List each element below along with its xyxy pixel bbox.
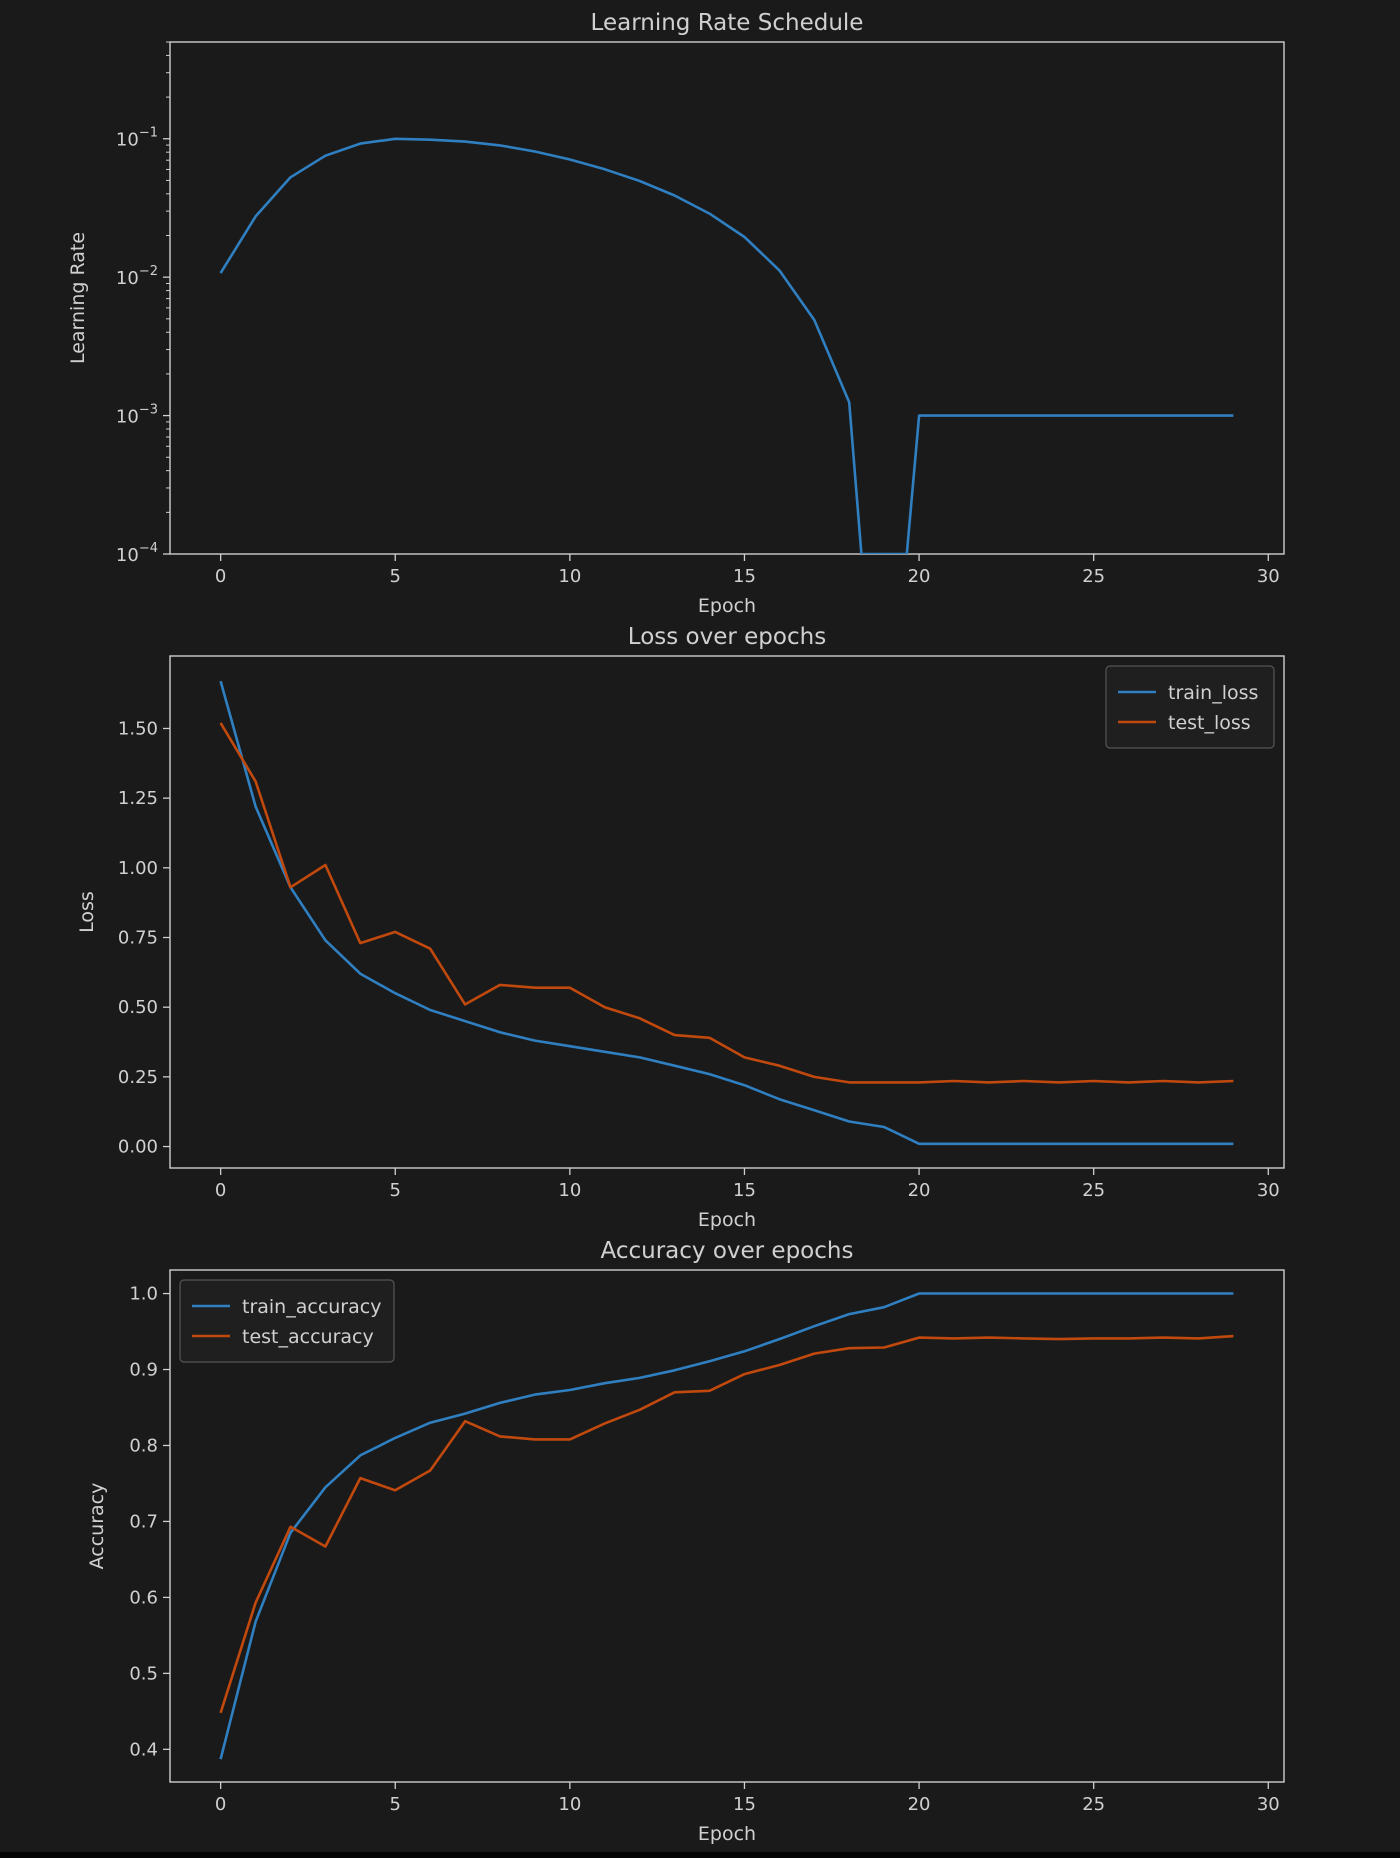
x-tick-label: 30 [1257,566,1280,587]
axes-frame [169,1269,1285,1783]
series-line-train-loss [219,680,1234,1146]
legend: train_loss test_loss [1105,665,1275,749]
legend-label: test_accuracy [242,1326,374,1348]
series-line-test-accuracy [219,1334,1234,1714]
legend-label: train_accuracy [242,1296,381,1318]
y-tick-label: 1.0 [129,1284,158,1305]
y-tick-label: 1.25 [118,788,158,809]
chart-title: Accuracy over epochs [601,1238,854,1264]
y-axis-label: Accuracy [86,1483,108,1570]
x-tick-label: 25 [1082,1794,1105,1815]
y-tick-label: 0.50 [118,997,158,1018]
y-tick-label: 0.7 [129,1511,158,1532]
series-line-test-loss [219,722,1234,1084]
window-bottom-edge [0,1852,1400,1858]
y-tick-label-exponent: −4 [139,541,158,556]
series-line-learning-rate [219,137,1234,554]
x-tick-label: 10 [558,1180,581,1201]
x-tick-label: 20 [908,1794,931,1815]
x-tick-label: 15 [733,566,756,587]
y-tick-label: 10−2 [116,264,158,289]
y-tick-label: 0.75 [118,928,158,949]
y-tick-label-base: 10 [116,545,139,566]
y-tick-label: 0.00 [118,1137,158,1158]
x-tick-label: 30 [1257,1794,1280,1815]
y-tick-label: 0.4 [129,1739,158,1760]
x-tick-label: 15 [733,1180,756,1201]
y-tick-label: 10−4 [116,541,158,566]
series-line-train-accuracy [219,1292,1234,1760]
x-axis-label: Epoch [698,1823,756,1845]
y-tick-label-exponent: −1 [139,126,158,141]
y-tick-label: 1.50 [118,718,158,739]
x-tick-label: 0 [215,1180,226,1201]
x-tick-label: 25 [1082,1180,1105,1201]
y-tick-label: 0.25 [118,1067,158,1088]
x-tick-label: 5 [390,1794,401,1815]
legend-label: test_loss [1168,712,1251,734]
legend: train_accuracy test_accuracy [179,1279,395,1363]
chart-title: Learning Rate Schedule [591,10,864,36]
y-axis-label: Learning Rate [67,232,89,364]
x-tick-label: 0 [215,566,226,587]
x-tick-label: 25 [1082,566,1105,587]
legend-box [1105,665,1275,749]
x-axis-label: Epoch [698,595,756,617]
y-tick-label: 1.00 [118,858,158,879]
x-tick-label: 0 [215,1794,226,1815]
y-tick-label: 0.8 [129,1435,158,1456]
y-tick-label: 0.9 [129,1360,158,1381]
x-axis-label: Epoch [698,1209,756,1231]
y-tick-label: 10−3 [116,403,158,428]
chart-panel-2: Loss over epochs Epoch Loss 0 5 10 15 20 25 30 0.0… [76,624,1285,1231]
y-tick-label-base: 10 [116,268,139,289]
x-tick-label: 30 [1257,1180,1280,1201]
axes-frame [169,41,1285,555]
y-tick-label: 0.5 [129,1663,158,1684]
axes-frame [169,655,1285,1169]
y-axis-label: Loss [76,891,98,933]
y-tick-label-exponent: −2 [139,264,158,279]
x-tick-label: 5 [390,566,401,587]
x-tick-label: 5 [390,1180,401,1201]
x-tick-label: 15 [733,1794,756,1815]
chart-panel-3: Accuracy over epochs Epoch Accuracy 0 5 10 15 2… [86,1238,1285,1845]
y-tick-label-exponent: −3 [139,403,158,418]
x-tick-label: 10 [558,1794,581,1815]
x-tick-label: 10 [558,566,581,587]
y-tick-label-base: 10 [116,407,139,428]
y-tick-label: 10−1 [116,126,158,151]
x-tick-label: 20 [908,566,931,587]
chart-panel-1: Learning Rate Schedule Epoch Learning Rate… [67,10,1285,617]
y-tick-label-base: 10 [116,130,139,151]
x-tick-label: 20 [908,1180,931,1201]
legend-box [179,1279,395,1363]
chart-title: Loss over epochs [628,624,826,650]
y-tick-label: 0.6 [129,1587,158,1608]
legend-label: train_loss [1168,682,1258,704]
